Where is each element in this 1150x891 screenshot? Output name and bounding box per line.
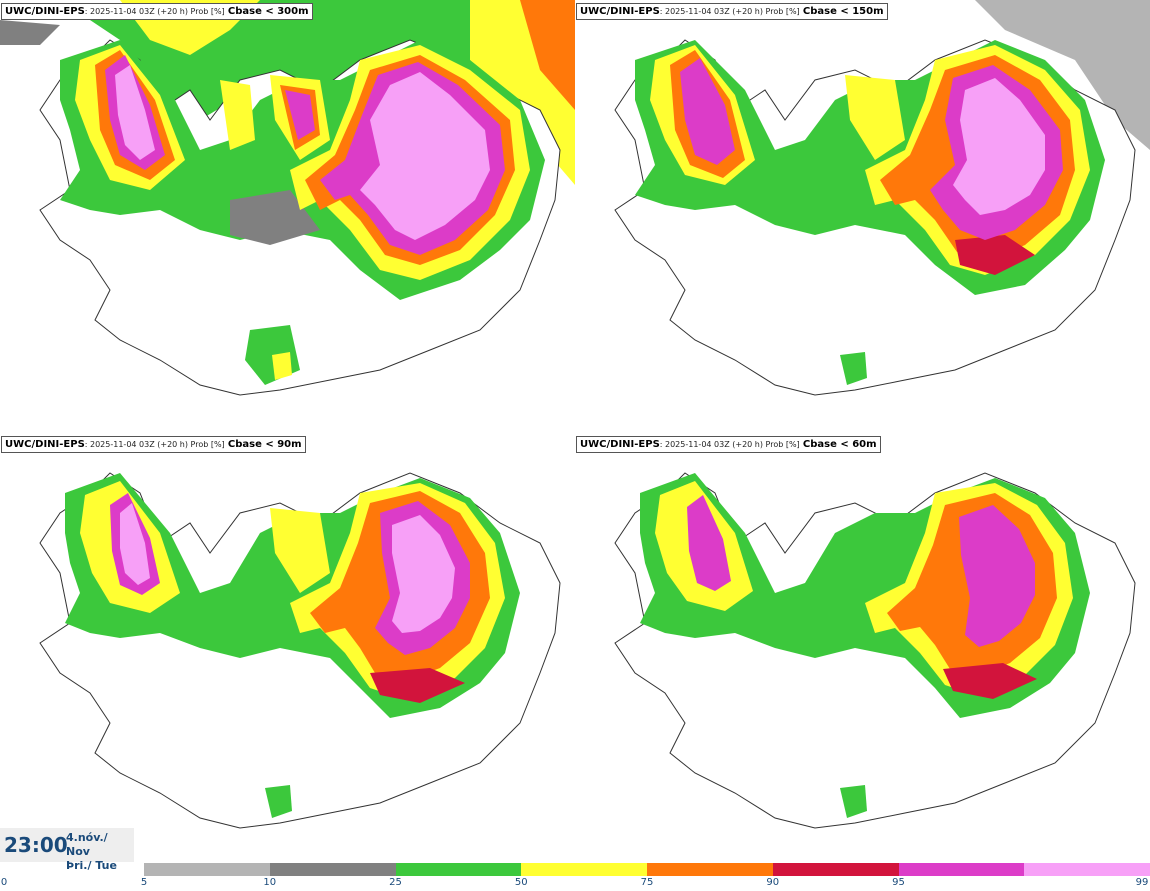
valid-date: 4.nóv./ Nov Þri./ Tue [66,831,134,873]
prob-area-25 [265,785,292,818]
legend-swatch [647,863,773,876]
iceland-map [0,0,575,396]
threshold-label: Cbase < 300m [227,6,309,17]
valid-time-box: 23:00 4.nóv./ Nov Þri./ Tue [0,828,134,872]
iceland-map [614,0,1150,396]
map-panel-90m: UWC/DINI-EPS: 2025-11-04 03Z (+20 h) Pro… [0,433,575,863]
legend-tick-label: 5 [140,877,148,888]
model-name: UWC/DINI-EPS [5,439,85,450]
legend-tick-label: 10 [263,877,277,888]
prob-area-90 [370,668,465,703]
iceland-map [614,472,1136,829]
prob-area-90 [943,663,1037,699]
threshold-label: Cbase < 90m [227,439,302,450]
prob-area-99 [120,503,455,633]
panel-title: UWC/DINI-EPS: 2025-11-04 03Z (+20 h) Pro… [1,436,306,453]
prob-area-90 [955,235,1035,275]
model-name: UWC/DINI-EPS [5,6,85,17]
panel-title: UWC/DINI-EPS: 2025-11-04 03Z (+20 h) Pro… [1,3,313,20]
prob-area-10 [0,20,60,45]
valid-time: 23:00 [4,833,68,857]
run-info: : 2025-11-04 03Z (+20 h) Prob [%] [659,440,800,449]
prob-area-95 [687,495,1035,647]
legend-swatch [269,863,396,876]
legend-tick-label: 50 [514,877,528,888]
prob-area-5 [975,0,1150,150]
panel-title: UWC/DINI-EPS: 2025-11-04 03Z (+20 h) Pro… [576,3,888,20]
threshold-label: Cbase < 150m [802,6,884,17]
model-name: UWC/DINI-EPS [580,6,660,17]
run-info: : 2025-11-04 03Z (+20 h) Prob [%] [659,7,800,16]
prob-area-99 [953,78,1045,215]
run-info: : 2025-11-04 03Z (+20 h) Prob [%] [84,7,225,16]
prob-area-25 [840,785,867,818]
prob-area-25 [840,352,867,385]
model-name: UWC/DINI-EPS [580,439,660,450]
iceland-map [39,472,561,829]
legend-tick-label: 95 [892,877,905,888]
legend-tick-label: 25 [389,877,402,888]
legend-tick-label: 99 [1135,877,1149,888]
map-panel-150m: UWC/DINI-EPS: 2025-11-04 03Z (+20 h) Pro… [575,0,1150,430]
legend-tick-label: 75 [640,877,654,888]
legend-swatch [521,863,647,876]
date-line-2: Þri./ Tue [66,859,117,872]
legend-swatch [395,863,522,876]
panel-title: UWC/DINI-EPS: 2025-11-04 03Z (+20 h) Pro… [576,436,881,453]
legend-swatch [898,863,1025,876]
legend-tick-label: 90 [766,877,780,888]
threshold-label: Cbase < 60m [802,439,877,450]
legend-swatch [144,863,270,876]
prob-area-10 [230,190,320,245]
prob-area-50 [272,352,292,380]
date-line-1: 4.nóv./ Nov [66,831,108,858]
prob-area-75 [520,0,575,110]
legend-swatch [772,863,899,876]
run-info: : 2025-11-04 03Z (+20 h) Prob [%] [84,440,225,449]
map-panel-60m: UWC/DINI-EPS: 2025-11-04 03Z (+20 h) Pro… [575,433,1150,863]
legend-swatch [1024,863,1150,876]
map-panel-300m: UWC/DINI-EPS: 2025-11-04 03Z (+20 h) Pro… [0,0,575,430]
color-legend [144,863,1150,876]
prob-area-99 [115,65,490,240]
legend-tick-label: 0 [0,877,8,888]
